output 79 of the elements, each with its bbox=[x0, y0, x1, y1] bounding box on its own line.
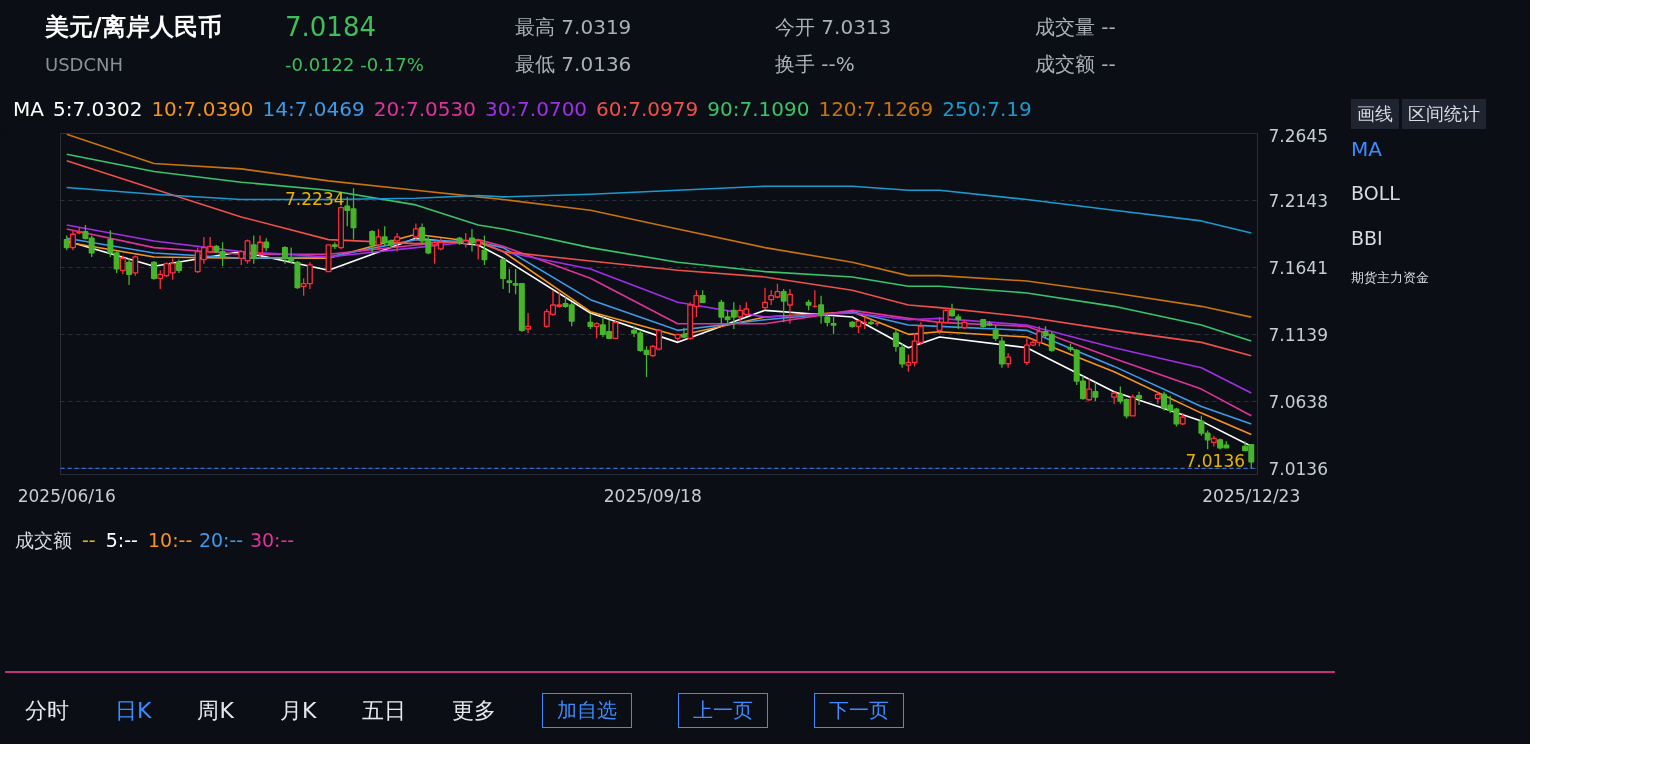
line-series bbox=[65, 185, 1253, 234]
text: 30:-- bbox=[249, 529, 295, 551]
candlestick bbox=[126, 257, 133, 286]
y-tick-label: 7.2645 bbox=[1268, 125, 1328, 146]
text: 今开 7.0313 bbox=[775, 14, 893, 42]
text: 成交额 -- bbox=[1035, 51, 1117, 79]
candlestick bbox=[780, 288, 787, 323]
text: 日K bbox=[115, 696, 152, 725]
candlestick bbox=[818, 295, 825, 325]
text: 120:7.1269 bbox=[818, 96, 934, 123]
ref-line-label: 7.0136 bbox=[1185, 451, 1246, 472]
text: 10:7.0390 bbox=[151, 96, 254, 123]
candlestick bbox=[369, 229, 376, 254]
line-series bbox=[65, 133, 1253, 318]
candlestick bbox=[468, 228, 475, 253]
candlestick bbox=[525, 312, 532, 334]
candlestick bbox=[500, 257, 507, 290]
text: 期货主力资金 bbox=[1351, 269, 1429, 285]
candlestick bbox=[1086, 377, 1093, 402]
text: 7.0184 bbox=[285, 11, 377, 44]
text: 下一页 bbox=[829, 698, 890, 722]
text: 10:-- bbox=[147, 529, 193, 551]
text: 5:-- bbox=[105, 529, 138, 551]
candlestick bbox=[899, 343, 906, 369]
text: 最低 7.0136 bbox=[515, 51, 633, 79]
chart-title: 美元/离岸人民币 bbox=[45, 12, 223, 44]
candlestick bbox=[481, 234, 488, 266]
candlestick bbox=[762, 287, 768, 310]
candlestick bbox=[1129, 393, 1136, 417]
text: BOLL bbox=[1351, 182, 1400, 205]
candlestick bbox=[1092, 381, 1099, 402]
candlestick bbox=[250, 234, 257, 265]
candlestick bbox=[69, 229, 76, 251]
text: 60:7.0979 bbox=[596, 96, 699, 123]
text: -- bbox=[82, 529, 96, 551]
candlestick bbox=[119, 254, 126, 275]
x-tick-label: 2025/12/23 bbox=[1202, 485, 1301, 506]
text: -0.0122 -0.17% bbox=[285, 53, 424, 75]
text: 250:7.19 bbox=[942, 96, 1032, 123]
text: 90:7.1090 bbox=[707, 96, 810, 123]
chart-subtitle: USDCNH bbox=[45, 52, 125, 77]
candlestick bbox=[786, 288, 793, 325]
text: 20:-- bbox=[198, 529, 244, 551]
candlestick bbox=[892, 329, 899, 353]
y-tick-label: 7.0638 bbox=[1268, 391, 1328, 412]
text: 上一页 bbox=[693, 698, 754, 722]
y-tick-label: 7.2143 bbox=[1268, 191, 1328, 211]
candlestick bbox=[394, 232, 401, 253]
candlestick bbox=[1136, 391, 1143, 406]
y-tick-label: 7.1641 bbox=[1268, 258, 1328, 278]
y-tick-label: 7.0136 bbox=[1268, 458, 1328, 479]
x-tick-label: 2025/09/18 bbox=[603, 485, 702, 506]
text: 最高 7.0319 bbox=[515, 14, 633, 42]
legend-title: MA bbox=[13, 96, 44, 123]
text: 换手 --% bbox=[775, 51, 856, 79]
text: BBI bbox=[1351, 226, 1383, 249]
candlestick bbox=[506, 268, 513, 294]
text: 画线 bbox=[1357, 103, 1393, 124]
text: 加自选 bbox=[557, 698, 618, 722]
text: 周K bbox=[197, 696, 234, 725]
text: 14:7.0469 bbox=[262, 96, 365, 123]
candlestick bbox=[257, 234, 263, 259]
text: 区间统计 bbox=[1408, 103, 1481, 124]
candlestick bbox=[375, 228, 382, 251]
candlestick bbox=[475, 240, 482, 261]
text: 月K bbox=[279, 696, 317, 725]
text: 成交量 -- bbox=[1035, 14, 1117, 42]
candlestick bbox=[151, 260, 157, 281]
text: MA bbox=[1351, 136, 1382, 161]
text: 分时 bbox=[25, 696, 69, 725]
text: 五日 bbox=[362, 696, 407, 725]
text: 30:7.0700 bbox=[484, 96, 588, 123]
text: 5:7.0302 bbox=[52, 96, 143, 123]
candlestick bbox=[998, 336, 1005, 369]
text: 更多 bbox=[452, 696, 497, 725]
text: 成交额 bbox=[15, 529, 72, 551]
text: 20:7.0530 bbox=[373, 96, 476, 123]
y-tick-label: 7.1139 bbox=[1268, 325, 1328, 345]
x-tick-label: 2025/06/16 bbox=[17, 485, 116, 506]
